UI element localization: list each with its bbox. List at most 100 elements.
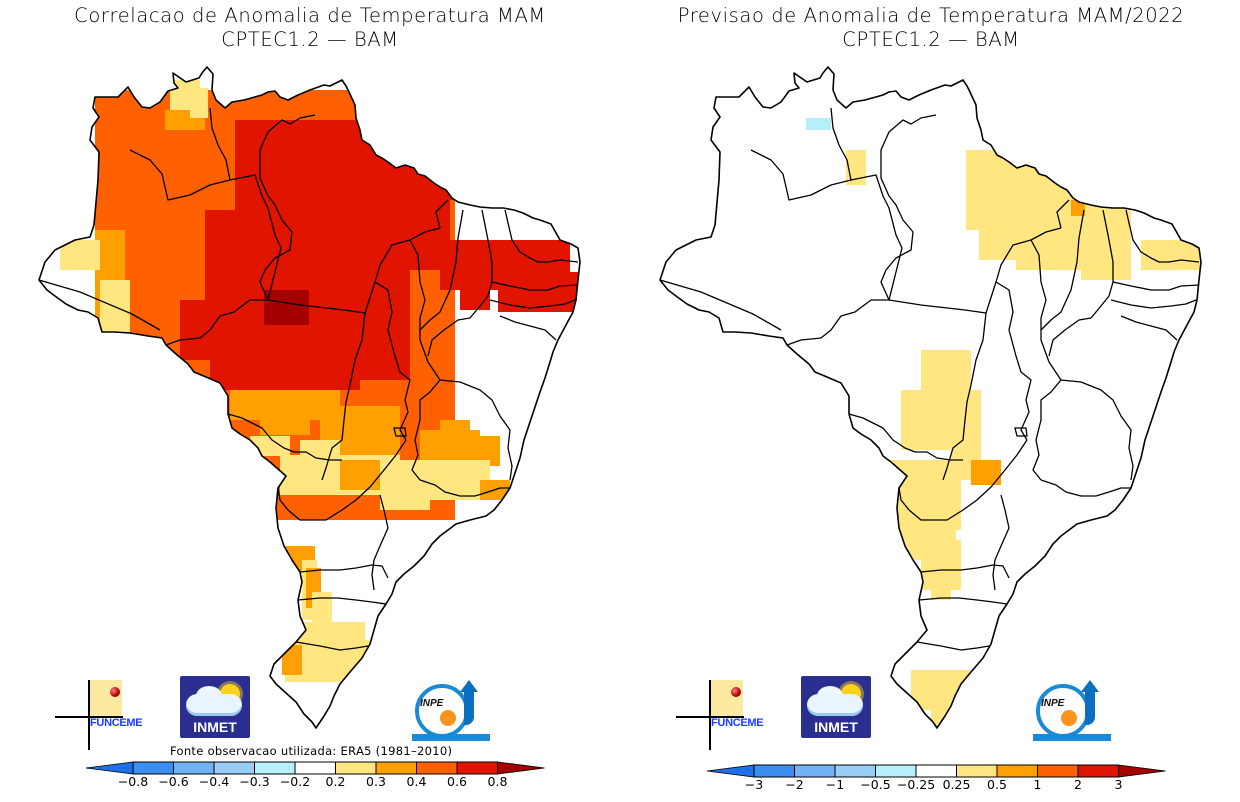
colorbar-tick-label: −3 bbox=[745, 777, 763, 792]
inmet-logo-left: INMET bbox=[180, 676, 250, 738]
state-border bbox=[880, 195, 914, 301]
state-border bbox=[992, 494, 1010, 591]
state-border bbox=[920, 564, 1010, 579]
colorbar-tick-label: −1 bbox=[826, 777, 844, 792]
state-border bbox=[786, 299, 889, 346]
map-cell bbox=[282, 645, 302, 675]
state-border bbox=[411, 379, 441, 481]
state-border bbox=[1120, 315, 1178, 341]
map-cell bbox=[100, 280, 130, 340]
colorbar-segment bbox=[915, 764, 957, 778]
map-cell bbox=[380, 460, 430, 510]
map-cell bbox=[931, 700, 961, 728]
map-cell bbox=[264, 290, 309, 325]
left-title-line2: CPTEC1.2 — BAM bbox=[221, 28, 399, 51]
colorbar-segment bbox=[753, 764, 795, 778]
state-border bbox=[1060, 379, 1134, 481]
arrow-up-icon bbox=[460, 680, 478, 692]
state-border bbox=[439, 379, 513, 481]
state-border bbox=[427, 209, 493, 357]
map-cell bbox=[300, 300, 360, 390]
state-border bbox=[491, 281, 579, 291]
map-cell bbox=[941, 720, 959, 728]
left-map-cells bbox=[39, 67, 580, 728]
colorbar-segment bbox=[834, 764, 876, 778]
state-border bbox=[1032, 379, 1062, 481]
arrow-up-icon bbox=[1081, 680, 1099, 692]
map-cell bbox=[1081, 200, 1131, 280]
state-border bbox=[1110, 299, 1197, 309]
map-cell bbox=[340, 460, 380, 490]
map-cell bbox=[1141, 240, 1201, 270]
inpe-logo-text: INPE bbox=[420, 698, 444, 709]
state-border bbox=[165, 299, 268, 346]
state-border bbox=[267, 227, 441, 314]
colorbar-tick-label: −0.25 bbox=[897, 777, 935, 792]
colorbar-tick-label: 0.25 bbox=[943, 777, 971, 792]
state-border bbox=[918, 597, 1008, 605]
funceme-logo-text: FUNCEME bbox=[90, 717, 143, 729]
state-border bbox=[409, 239, 441, 381]
state-border bbox=[371, 494, 389, 591]
right-colorbar: −3 −2 −1 −0.5 −0.25 0.25 0.5 1 2 3 bbox=[706, 764, 1166, 792]
map-cell bbox=[460, 270, 490, 310]
map-cell bbox=[312, 592, 332, 627]
inpe-band bbox=[1033, 734, 1111, 741]
map-cell bbox=[205, 210, 275, 310]
left-map bbox=[38, 66, 581, 729]
left-title-line1: Correlacao de Anomalia de Temperatura MA… bbox=[74, 4, 546, 27]
left-colorbar: −0.8 −0.6 −0.4 −0.3 −0.2 0.2 0.3 0.4 0.6 0.8 bbox=[85, 761, 545, 789]
colorbar-min-arrow bbox=[85, 761, 134, 775]
state-border bbox=[489, 299, 576, 309]
colorbar-segment bbox=[1077, 764, 1119, 778]
colorbar-tick-label: 0.6 bbox=[447, 774, 467, 789]
map-cell bbox=[260, 410, 310, 435]
inpe-logo-left: INPE bbox=[412, 680, 492, 742]
state-border bbox=[1040, 479, 1131, 497]
colorbar-segment bbox=[173, 761, 215, 775]
colorbar-segment bbox=[996, 764, 1038, 778]
state-border bbox=[1030, 239, 1062, 381]
map-cell bbox=[931, 580, 951, 600]
federal-district-border bbox=[1014, 427, 1028, 437]
map-cell bbox=[440, 420, 470, 440]
state-border bbox=[374, 281, 411, 441]
cloud-icon bbox=[186, 694, 242, 716]
funceme-ball-icon bbox=[110, 687, 120, 697]
colorbar-tick-label: −0.6 bbox=[158, 774, 188, 789]
colorbar-max-arrow bbox=[1118, 764, 1166, 778]
state-border bbox=[295, 641, 369, 651]
state-border bbox=[259, 114, 316, 197]
inmet-logo-text: INMET bbox=[814, 719, 858, 735]
colorbar-segment bbox=[254, 761, 296, 775]
state-border bbox=[659, 279, 782, 331]
state-border bbox=[848, 413, 963, 461]
observation-source-note: Fonte observacao utilizada: ERA5 (1981–2… bbox=[170, 744, 453, 758]
colorbar-tick-label: 1 bbox=[1034, 777, 1042, 792]
colorbar-tick-label: −0.2 bbox=[280, 774, 310, 789]
colorbar-tick-label: −0.5 bbox=[860, 777, 890, 792]
state-border bbox=[1040, 209, 1085, 331]
cloud-icon bbox=[807, 694, 863, 716]
state-border bbox=[277, 439, 407, 521]
right-map bbox=[659, 66, 1202, 729]
funceme-ball-icon bbox=[731, 687, 741, 697]
colorbar-tick-label: 0.3 bbox=[366, 774, 386, 789]
state-border bbox=[209, 107, 231, 181]
map-cell bbox=[355, 640, 370, 670]
state-border bbox=[435, 199, 449, 229]
colorbar-tick-label: −2 bbox=[785, 777, 803, 792]
state-border bbox=[297, 597, 387, 605]
colorbar-segment bbox=[456, 761, 498, 775]
inpe-logo-right: INPE bbox=[1033, 680, 1113, 742]
state-border bbox=[916, 641, 990, 651]
colorbar-tick-label: 2 bbox=[1074, 777, 1082, 792]
map-cell bbox=[1071, 200, 1085, 216]
colorbar-min-arrow bbox=[706, 764, 755, 778]
map-cell bbox=[190, 88, 208, 118]
colorbar-segment bbox=[375, 761, 417, 775]
right-map-cells bbox=[660, 67, 1201, 728]
left-state-borders bbox=[38, 66, 581, 729]
left-map-title: Correlacao de Anomalia de Temperatura MA… bbox=[0, 4, 620, 52]
